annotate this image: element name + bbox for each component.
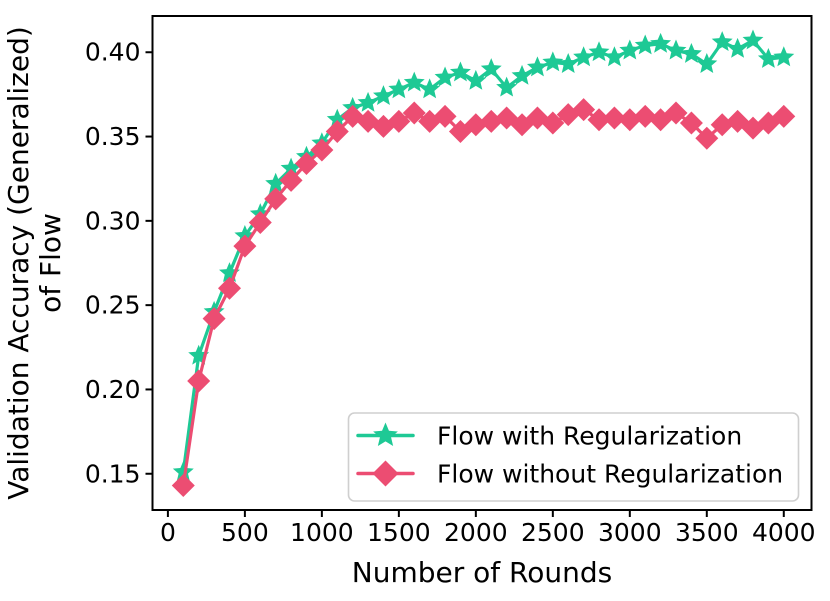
series-flow-without-regularization-marker [202, 307, 226, 331]
series-flow-without-regularization-marker [664, 101, 688, 125]
series-flow-with-regularization-marker [511, 64, 533, 85]
series-flow-without-regularization-marker [633, 104, 657, 128]
series-flow-with-regularization-marker [680, 42, 702, 63]
x-tick-label: 3500 [675, 518, 739, 547]
series-flow-without-regularization-marker [264, 187, 288, 211]
legend-frame [347, 412, 800, 502]
series-flow-with-regularization-marker [773, 46, 795, 67]
series-flow-without-regularization-marker [310, 138, 334, 162]
series-flow-without-regularization-marker [587, 108, 611, 132]
series-flow-without-regularization-marker [710, 113, 734, 137]
x-tick-label: 500 [221, 518, 269, 547]
series-flow-with-regularization-marker [265, 172, 287, 193]
series-flow-without-regularization-marker [187, 369, 211, 393]
y-axis-label-line1: Validation Accuracy (Generalized) [2, 26, 35, 500]
series-flow-with-regularization-marker [603, 46, 625, 67]
series-flow-with-regularization-marker [419, 78, 441, 99]
y-tick-label: 0.20 [85, 375, 141, 404]
series-flow-with-regularization-marker [696, 53, 718, 73]
series-flow-without-regularization-marker [602, 106, 626, 130]
x-tick-label: 4000 [752, 518, 816, 547]
series-flow-without-regularization-marker [572, 98, 596, 122]
series-flow-without-regularization-marker [772, 104, 796, 128]
series-flow-with-regularization-marker [326, 108, 348, 129]
series-flow-with-regularization-marker [557, 53, 579, 73]
axis-ticks: 0 500 1000 1500 2000 2500 3000 3500 4000 0.15 0.20… [85, 38, 816, 547]
series-flow-with-regularization-marker [742, 29, 764, 50]
series-flow-without-regularization [171, 98, 796, 498]
series-flow-without-regularization-marker [233, 234, 257, 258]
y-tick-label: 0.40 [85, 38, 141, 67]
series-flow-with-regularization-marker [619, 39, 641, 60]
series-flow-with-regularization-marker [588, 41, 610, 62]
series-flow-without-regularization-marker [433, 104, 457, 128]
series-flow-without-regularization-marker [279, 168, 303, 192]
x-axis-label: Number of Rounds [352, 556, 612, 589]
y-tick-label: 0.30 [85, 206, 141, 235]
legend-sample-star-icon [373, 422, 398, 447]
legend-label-with-regularization: Flow with Regularization [437, 422, 742, 451]
legend-samples [356, 422, 415, 487]
series-flow-with-regularization-marker [357, 91, 379, 112]
y-tick-label: 0.25 [85, 291, 141, 320]
series-flow-without-regularization-marker [618, 108, 642, 132]
legend-sample-diamond-icon [372, 460, 399, 487]
x-tick-label: 1500 [367, 518, 431, 547]
series-flow-with-regularization-marker [434, 66, 456, 87]
x-tick-label: 2000 [444, 518, 508, 547]
series-flow-with-regularization-marker [573, 46, 595, 67]
plot-frame [151, 15, 813, 511]
series-flow-with-regularization-marker [665, 39, 687, 60]
series-flow-with-regularization-marker [650, 32, 672, 53]
series-flow-with-regularization-marker [496, 76, 518, 97]
series-flow-without-regularization-marker [217, 276, 241, 300]
y-axis-label-line2: of Flow [34, 213, 67, 313]
series-flow-without-regularization-marker [387, 109, 411, 133]
series-flow-with-regularization-marker [465, 69, 487, 90]
series-flow-with-regularization-marker [542, 51, 564, 72]
series-flow-without-regularization-marker [679, 111, 703, 135]
x-tick-label: 1000 [290, 518, 354, 547]
series-flow-without-regularization-marker [171, 474, 195, 498]
series-flow-with-regularization-marker [757, 47, 779, 68]
series-flow-with-regularization-marker [711, 31, 733, 52]
series-flow-with-regularization [172, 29, 795, 481]
series-flow-with-regularization-marker [727, 37, 749, 58]
series-flow-without-regularization-marker [541, 111, 565, 135]
legend: Flow with Regularization Flow without Re… [347, 412, 800, 502]
series-flow-with-regularization-marker [634, 34, 656, 55]
series-flow-without-regularization-marker [741, 116, 765, 140]
series-flow-with-regularization-marker [526, 56, 548, 77]
series-flow-without-regularization-marker [479, 109, 503, 133]
y-tick-label: 0.15 [85, 459, 141, 488]
y-tick-label: 0.35 [85, 122, 141, 151]
series-flow-without-regularization-marker [695, 126, 719, 150]
series-flow-without-regularization-marker [525, 106, 549, 130]
series-flow-with-regularization-marker [373, 85, 394, 105]
x-tick-label: 2500 [521, 518, 585, 547]
series-flow-with-regularization-marker [388, 78, 410, 99]
series-flow-without-regularization-marker [248, 211, 272, 235]
series-flow-with-regularization-marker [480, 58, 502, 79]
series-flow-without-regularization-marker [325, 119, 349, 143]
series-flow-with-regularization-line [181, 38, 786, 474]
legend-label-without-regularization: Flow without Regularization [437, 460, 783, 489]
series-flow-with-regularization-marker [172, 461, 194, 481]
series-flow-without-regularization-marker [402, 101, 426, 125]
x-tick-label: 0 [160, 518, 176, 547]
series-layer [171, 29, 796, 498]
series-flow-without-regularization-marker [294, 152, 318, 176]
x-tick-label: 3000 [598, 518, 662, 547]
series-flow-with-regularization-marker [403, 71, 425, 92]
series-flow-without-regularization-marker [464, 113, 488, 137]
series-flow-with-regularization-marker [449, 61, 471, 82]
